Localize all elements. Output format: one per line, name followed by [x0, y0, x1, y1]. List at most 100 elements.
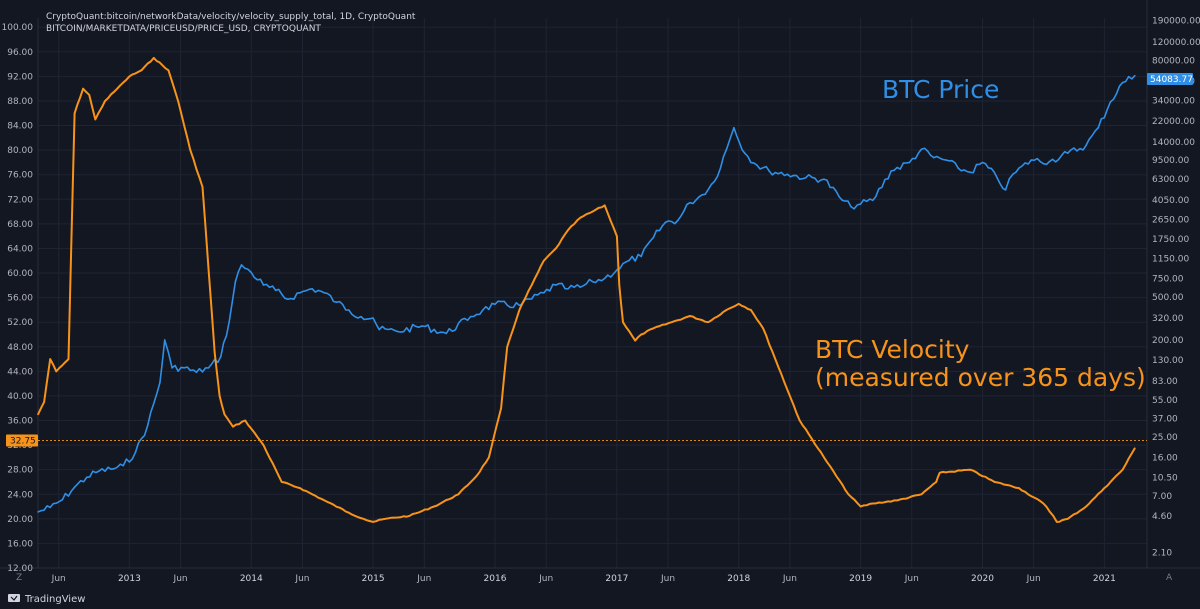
price-point: [360, 315, 362, 318]
price-point: [1134, 74, 1136, 77]
velocity-point: [384, 518, 387, 520]
velocity-point: [750, 309, 752, 311]
x-tick-label: Jun: [538, 574, 553, 584]
velocity-point: [640, 333, 643, 336]
velocity-point: [67, 358, 70, 360]
left-tick-label: 92.00: [7, 72, 33, 82]
left-tick-label: 40.00: [7, 392, 33, 402]
x-tick-label: 2013: [118, 574, 141, 584]
price-point: [567, 287, 569, 290]
velocity-point: [55, 370, 58, 373]
price-point: [555, 284, 557, 286]
right-tick-label: 83.00: [1152, 377, 1178, 387]
velocity-point: [896, 499, 898, 502]
btc-velocity-annotation: BTC Velocity: [815, 335, 970, 364]
price-point: [981, 161, 984, 164]
left-tick-label: 76.00: [7, 171, 33, 181]
velocity-point: [725, 309, 728, 311]
velocity-point: [73, 112, 76, 115]
velocity-point: [1056, 521, 1058, 523]
x-tick-label: Jun: [173, 574, 188, 584]
price-point: [744, 152, 746, 154]
btc-velocity-series-line: [37, 56, 1136, 523]
price-point: [850, 205, 852, 208]
velocity-point: [859, 505, 862, 508]
right-tick-label: 750.00: [1152, 274, 1184, 284]
price-point: [859, 203, 862, 205]
right-tick-label: 10.50: [1152, 473, 1178, 483]
right-tick-label: 120000.00: [1152, 38, 1200, 48]
price-point: [756, 164, 758, 166]
velocity-point: [1085, 505, 1087, 508]
left-tick-label: 72.00: [7, 195, 33, 205]
right-tick-label: 55.00: [1152, 396, 1178, 406]
velocity-point: [670, 321, 673, 323]
velocity-point: [1052, 514, 1054, 517]
velocity-point: [774, 358, 777, 360]
price-point: [122, 464, 125, 467]
price-point: [823, 178, 825, 180]
price-point: [603, 277, 606, 280]
velocity-point: [408, 514, 411, 517]
price-point: [871, 199, 874, 202]
price-point: [1066, 152, 1069, 154]
left-tick-label: 20.00: [7, 515, 33, 525]
header-line-1: CryptoQuant:bitcoin/networkData/velocity…: [46, 12, 416, 22]
price-point: [311, 287, 314, 290]
left-tick-label: 56.00: [7, 294, 33, 304]
price-point: [163, 339, 166, 341]
price-point: [689, 201, 691, 204]
right-tick-label: 4050.00: [1152, 196, 1189, 206]
velocity-point: [622, 321, 624, 323]
price-point: [494, 303, 496, 306]
velocity-point: [871, 502, 874, 505]
velocity-point: [433, 505, 435, 508]
price-point: [159, 381, 161, 384]
price-point: [240, 264, 243, 266]
price-point: [518, 304, 521, 307]
velocity-point: [140, 69, 143, 72]
price-point: [652, 236, 655, 239]
price-point: [85, 476, 88, 479]
velocity-point: [372, 521, 374, 523]
velocity-point: [591, 210, 594, 213]
velocity-point: [542, 259, 545, 262]
tradingview-logo: [8, 594, 20, 602]
price-point: [228, 320, 231, 322]
right-axis-corner-label: A: [1166, 573, 1173, 583]
velocity-point: [475, 475, 478, 477]
velocity-point: [823, 456, 825, 459]
price-point: [945, 159, 947, 161]
price-point: [890, 170, 892, 172]
price-point: [664, 221, 667, 224]
price-point: [1097, 126, 1100, 129]
velocity-period-annotation: (measured over 365 days): [815, 363, 1146, 392]
price-point: [786, 173, 789, 176]
velocity-point: [1121, 468, 1124, 471]
price-point: [61, 498, 64, 501]
price-point: [378, 328, 381, 331]
left-tick-label: 80.00: [7, 146, 33, 156]
velocity-point: [152, 57, 155, 59]
left-tick-label: 24.00: [7, 490, 33, 500]
x-tick-label: 2015: [362, 574, 385, 584]
right-tick-label: 7.00: [1152, 492, 1172, 502]
price-point: [1048, 160, 1051, 163]
right-tick-label: 190000.00: [1152, 16, 1200, 26]
right-tick-label: 2650.00: [1152, 216, 1189, 226]
velocity-point: [500, 407, 502, 410]
price-point: [579, 286, 582, 289]
right-tick-label: 80000.00: [1152, 57, 1195, 67]
price-point: [920, 148, 923, 150]
price-point: [677, 219, 679, 222]
x-tick-label: 2021: [1093, 574, 1116, 584]
price-point: [372, 317, 374, 319]
left-tick-label: 100.00: [2, 23, 34, 33]
price-point: [841, 199, 844, 202]
right-tick-label: 2.10: [1152, 548, 1172, 558]
right-tick-label: 9500.00: [1152, 156, 1189, 166]
price-point: [445, 332, 448, 335]
velocity-point: [1018, 487, 1020, 489]
